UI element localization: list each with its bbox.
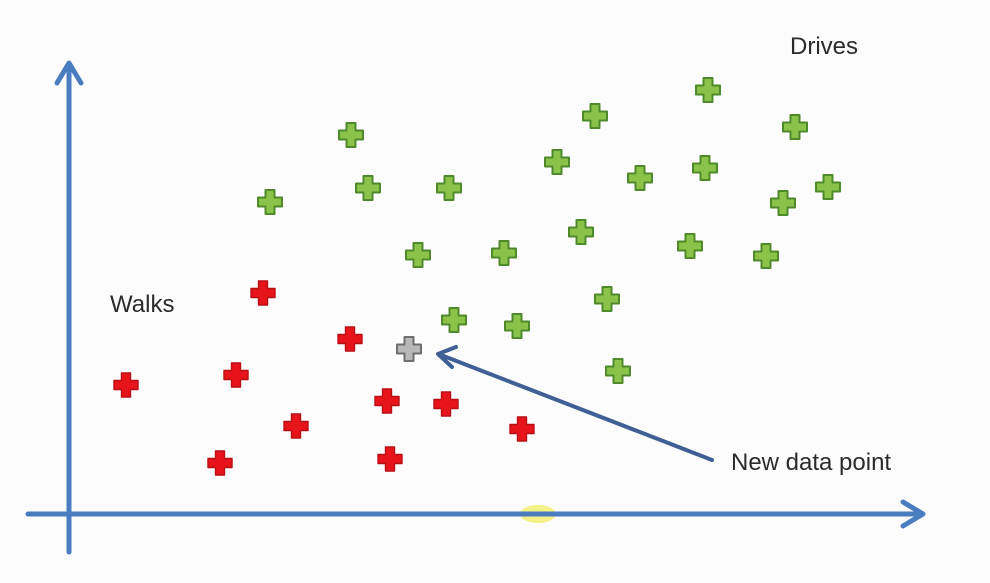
walks-point bbox=[207, 450, 233, 476]
drives-point bbox=[605, 358, 631, 384]
walks-point bbox=[283, 413, 309, 439]
drives-point bbox=[504, 313, 530, 339]
walks-point bbox=[509, 416, 535, 442]
walks-point bbox=[250, 280, 276, 306]
drives-point bbox=[594, 286, 620, 312]
walks-label: Walks bbox=[110, 291, 174, 318]
y-axis-arrowhead bbox=[54, 60, 84, 86]
walks-point bbox=[337, 326, 363, 352]
new-data-point bbox=[396, 336, 422, 362]
drives-point bbox=[544, 149, 570, 175]
drives-point bbox=[441, 307, 467, 333]
drives-point bbox=[568, 219, 594, 245]
walks-point bbox=[223, 362, 249, 388]
walks-points bbox=[113, 280, 535, 476]
drives-point bbox=[355, 175, 381, 201]
annotation-arrow-line bbox=[439, 353, 714, 462]
drives-point bbox=[257, 189, 283, 215]
drives-point bbox=[692, 155, 718, 181]
drives-point bbox=[753, 243, 779, 269]
drives-point bbox=[770, 190, 796, 216]
walks-point bbox=[113, 372, 139, 398]
drives-point bbox=[338, 122, 364, 148]
drives-point bbox=[491, 240, 517, 266]
drives-point bbox=[677, 233, 703, 259]
walks-point bbox=[374, 388, 400, 414]
x-axis-arrowhead bbox=[900, 499, 926, 529]
drives-label: Drives bbox=[790, 33, 858, 60]
drives-point bbox=[815, 174, 841, 200]
drives-point bbox=[695, 77, 721, 103]
walks-point bbox=[377, 446, 403, 472]
new-data-point-label: New data point bbox=[731, 449, 891, 476]
drives-point bbox=[782, 114, 808, 140]
new-point-annotation bbox=[436, 345, 714, 462]
drives-point bbox=[436, 175, 462, 201]
drives-point bbox=[582, 103, 608, 129]
drives-point bbox=[627, 165, 653, 191]
drives-points bbox=[257, 77, 841, 384]
annotation-arrowhead bbox=[436, 345, 458, 369]
axes bbox=[25, 60, 926, 555]
new-data-point-marker bbox=[396, 336, 422, 362]
walks-point bbox=[433, 391, 459, 417]
drives-point bbox=[405, 242, 431, 268]
